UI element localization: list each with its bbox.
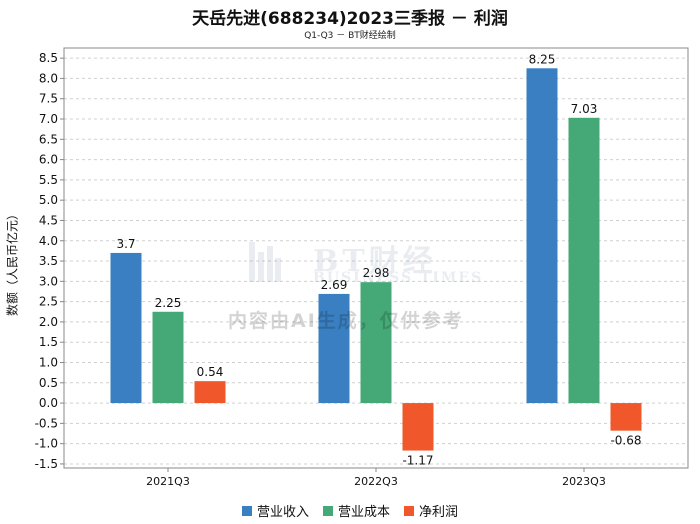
y-tick-label: 3.5 [39,254,58,268]
y-tick-label: -1.5 [35,457,58,471]
y-tick-label: 7.5 [39,92,58,106]
y-tick-label: 5.0 [39,193,58,207]
y-tick-label: 6.5 [39,132,58,146]
y-tick-label: 0.0 [39,396,58,410]
chart-subtitle: Q1-Q3 － BT财经绘制 [304,31,396,41]
data-label: -1.17 [402,454,433,468]
x-axis-ticks: 2021Q3 2022Q3 2023Q3 [146,468,606,488]
y-tick-label: 0.5 [39,376,58,390]
legend-label: 净利润 [419,505,459,520]
bar [194,381,226,404]
watermark-title: BT财经 [313,244,437,279]
data-label: -0.68 [610,434,641,448]
chart-title: 天岳先进(688234)2023三季报 － 利润 [192,9,508,29]
legend-label: 营业成本 [337,505,390,520]
x-tick-label: 2022Q3 [354,475,398,488]
bar [402,403,434,451]
y-tick-label: 3.0 [39,274,58,288]
bar [610,403,642,431]
y-axis-ticks: -1.5 -1.0 -0.5 0.0 0.5 1.0 1.5 2.0 2.5 3.0 3.5 4.0 4… [35,51,64,471]
bt-logo-icon [249,242,281,282]
legend: 营业收入 营业成本 净利润 [0,501,700,520]
data-label: 7.03 [571,102,598,116]
data-label: 0.54 [197,365,224,379]
y-tick-label: 8.0 [39,71,58,85]
legend-swatch [241,505,252,516]
y-tick-label: -0.5 [35,416,58,430]
x-tick-label: 2021Q3 [146,475,190,488]
bar [152,311,184,404]
bar [568,117,600,404]
y-tick-label: 6.0 [39,153,58,167]
legend-item: 营业收入 [241,501,309,520]
y-tick-label: -1.0 [35,437,58,451]
legend-item: 净利润 [404,501,458,520]
bar [360,282,392,404]
y-tick-label: 4.5 [39,213,58,227]
data-label: 2.69 [321,278,348,292]
y-tick-label: 7.0 [39,112,58,126]
bars [110,68,642,451]
data-label: 8.25 [529,52,556,66]
watermark-subtitle: BUSINESS TIMES [313,270,484,286]
watermark-note: 内容由AI生成，仅供参考 [228,310,464,332]
bar [526,68,558,404]
y-tick-label: 1.5 [39,335,58,349]
data-labels: 3.7 2.25 0.54 2.69 2.98 -1.17 8.25 7.03 -0.68 [116,52,641,467]
y-tick-label: 4.0 [39,234,58,248]
data-label: 2.98 [363,266,390,280]
y-tick-label: 2.5 [39,295,58,309]
plot-frame [63,47,689,469]
legend-swatch [404,505,414,516]
y-tick-label: 8.5 [39,51,58,65]
y-tick-label: 1.0 [39,355,58,369]
data-label: 3.7 [116,237,135,251]
data-label: 2.25 [155,296,182,310]
bar [110,252,142,404]
x-tick-label: 2023Q3 [562,475,606,488]
legend-swatch [322,505,333,516]
y-tick-label: 2.0 [39,315,58,329]
legend-label: 营业收入 [256,505,309,520]
bar [318,293,350,404]
y-tick-label: 5.5 [39,173,58,187]
legend-item: 营业成本 [322,501,390,520]
